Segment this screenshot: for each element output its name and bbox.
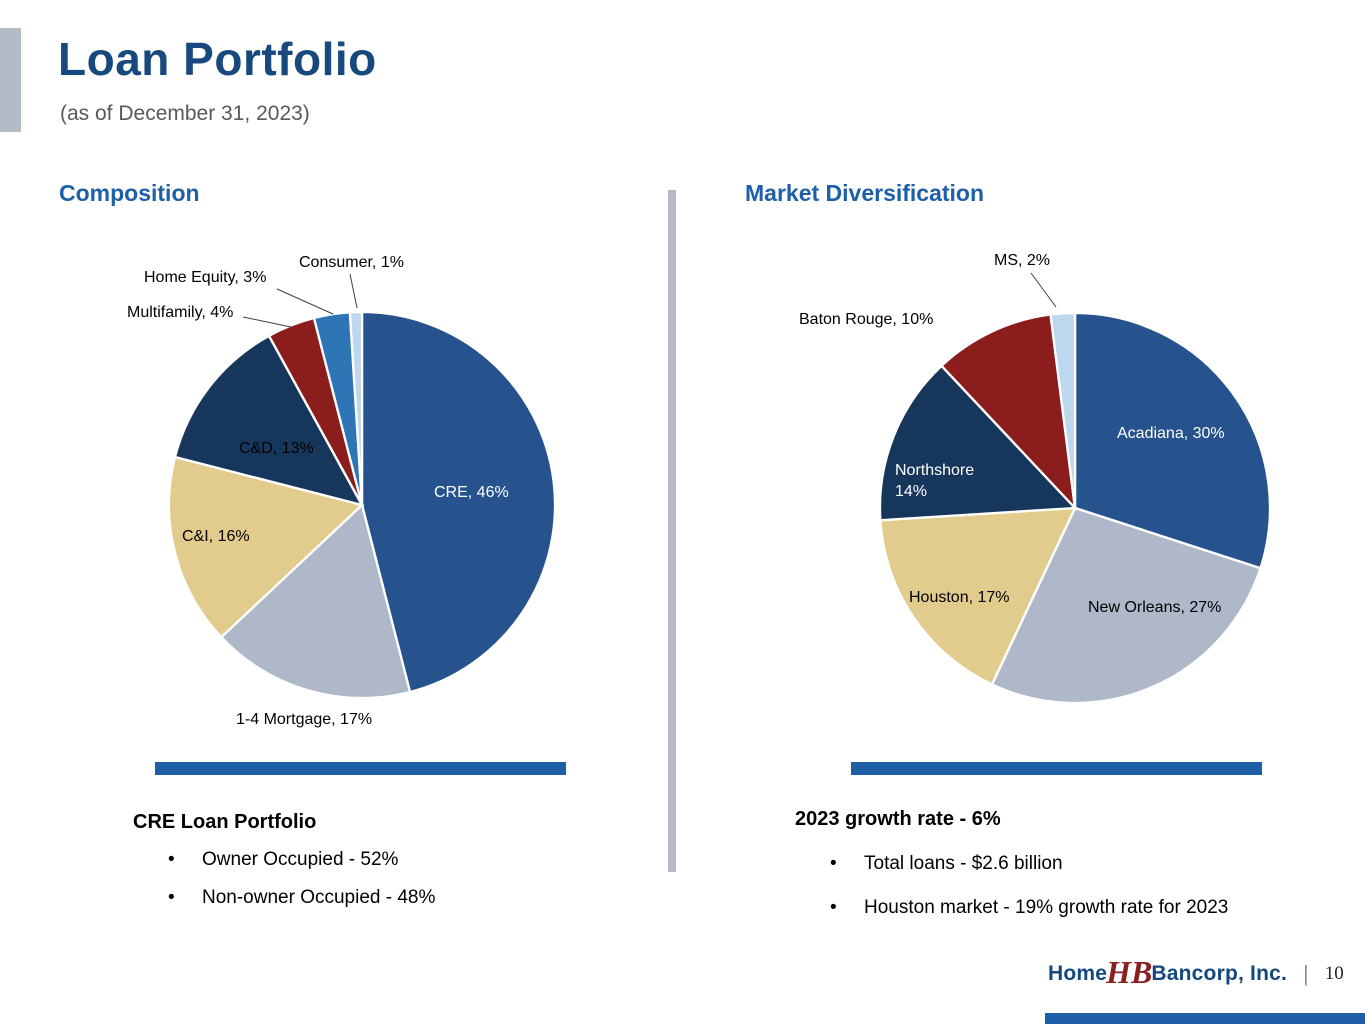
pie-slice-baton-rouge	[939, 313, 1077, 512]
hb-monogram-icon: HB	[1106, 954, 1153, 990]
column-divider	[668, 190, 676, 872]
bullet-text: Houston market - 19% growth rate for 202…	[864, 897, 1229, 918]
cre-loan-portfolio-title: CRE Loan Portfolio	[133, 811, 317, 833]
page-number: 10	[1324, 963, 1344, 984]
pie-label-northshore: Northshore 14%	[895, 462, 975, 500]
market-diversification-heading: Market Diversification	[745, 180, 985, 206]
pie-label-cre: CRE, 46%	[434, 484, 509, 501]
pie-slice-c-d	[173, 334, 365, 507]
bullet-dot: •	[830, 853, 837, 874]
pie-slice-northshore	[878, 364, 1078, 522]
pie-slice-houston	[879, 506, 1077, 687]
bullet-dot: •	[168, 887, 175, 908]
footer: Home HB Bancorp, Inc. | 10	[1048, 954, 1344, 990]
pie-label-baton-rouge: Baton Rouge, 10%	[799, 311, 934, 328]
composition-underline-bar	[155, 762, 566, 775]
page-title: Loan Portfolio	[58, 33, 377, 85]
bullet-text: Owner Occupied - 52%	[202, 849, 399, 870]
composition-pie-chart	[167, 310, 557, 700]
composition-heading: Composition	[59, 180, 200, 206]
pie-label-c-and-i: C&I, 16%	[182, 528, 250, 545]
pie-slice-new-orleans	[990, 506, 1262, 705]
page-subtitle: (as of December 31, 2023)	[60, 102, 310, 125]
leader-line-ms	[1030, 272, 1057, 308]
pie-slice-c-i	[167, 455, 365, 639]
pie-label-ms: MS, 2%	[994, 252, 1051, 269]
market-underline-bar	[851, 762, 1262, 775]
pie-slice-consumer	[348, 310, 364, 506]
pie-slice-acadiana	[1073, 311, 1272, 570]
bullet-dot: •	[830, 897, 837, 918]
growth-rate-title: 2023 growth rate - 6%	[795, 808, 1001, 830]
bullet-total-loans: • Total loans - $2.6 billion	[830, 853, 1063, 875]
pie-label-new-orleans: New Orleans, 27%	[1088, 599, 1222, 616]
pie-label-1-4-mortgage: 1-4 Mortgage, 17%	[236, 711, 373, 728]
bullet-non-owner-occupied: • Non-owner Occupied - 48%	[168, 887, 435, 909]
pie-label-c-and-d: C&D, 13%	[239, 440, 314, 457]
title-accent-bar	[0, 28, 21, 132]
pie-label-multifamily: Multifamily, 4%	[127, 304, 234, 321]
pie-label-consumer: Consumer, 1%	[299, 254, 404, 271]
pie-label-acadiana: Acadiana, 30%	[1117, 425, 1225, 442]
logo-text-bancorp: Bancorp, Inc.	[1151, 962, 1288, 985]
pie-label-home-equity: Home Equity, 3%	[144, 269, 267, 286]
bottom-accent-bar	[1045, 1013, 1365, 1024]
bullet-dot: •	[168, 849, 175, 870]
pie-slice-1-4-mortgage	[219, 502, 412, 700]
leader-line-consumer	[349, 273, 358, 309]
bullet-owner-occupied: • Owner Occupied - 52%	[168, 849, 398, 871]
pie-slice-cre	[360, 310, 557, 694]
bullet-text: Total loans - $2.6 billion	[864, 853, 1063, 874]
pie-label-houston: Houston, 17%	[909, 589, 1010, 606]
bullet-text: Non-owner Occupied - 48%	[202, 887, 436, 908]
market-diversification-pie-chart	[878, 311, 1272, 705]
logo-text-home: Home	[1048, 962, 1108, 985]
bullet-houston-growth: • Houston market - 19% growth rate for 2…	[830, 897, 1228, 919]
footer-separator: |	[1303, 961, 1309, 986]
pie-slice-ms	[1049, 311, 1077, 509]
